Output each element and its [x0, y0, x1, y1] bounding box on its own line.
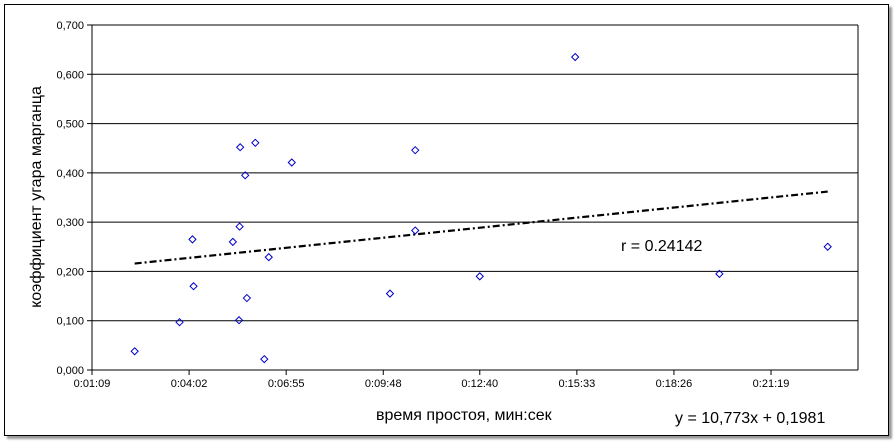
x-tick-label: 0:09:48 — [365, 378, 402, 390]
correlation-label: r = 0.24142 — [621, 238, 703, 255]
data-point — [235, 143, 245, 152]
trendline — [134, 190, 828, 265]
regression-equation: y = 10,773x + 0,1981 — [675, 410, 826, 427]
data-point — [189, 282, 198, 291]
chart-frame: 0,000 0,100 0,200 0,300 0,400 0,500 0,600 0,700… — [4, 4, 889, 436]
data-point — [411, 145, 420, 155]
y-tick-label: 0,700 — [56, 20, 84, 32]
x-tick-label: 0:21:19 — [753, 378, 790, 390]
x-tick-label: 0:12:40 — [461, 378, 498, 390]
trendline-path — [134, 190, 828, 265]
y-axis-label: коэффициент угара марганца — [28, 86, 45, 308]
x-tick-label: 0:06:55 — [268, 378, 305, 390]
data-point — [234, 316, 244, 325]
data-point — [130, 347, 139, 356]
data-point — [175, 317, 184, 327]
y-tick-label: 0,200 — [56, 266, 84, 278]
data-point — [240, 171, 250, 180]
y-tick-label: 0,600 — [56, 69, 84, 81]
x-axis-label: время простоя, мин:сек — [376, 407, 552, 424]
data-point — [228, 237, 238, 247]
y-tick-label: 0,100 — [56, 316, 84, 328]
data-point — [411, 226, 420, 235]
data-point — [823, 242, 832, 251]
y-tick-label: 0,500 — [56, 119, 84, 131]
gridlines — [87, 24, 858, 375]
data-point — [251, 138, 260, 147]
data-point — [260, 354, 269, 364]
data-point — [242, 293, 252, 303]
data-point — [235, 222, 244, 231]
data-point — [287, 158, 296, 167]
x-tick-label: 0:04:02 — [171, 378, 208, 390]
y-tick-label: 0,400 — [56, 168, 84, 180]
data-points — [130, 52, 832, 364]
x-tick-label: 0:15:33 — [559, 378, 596, 390]
data-point — [385, 289, 395, 298]
y-tick-label: 0,000 — [56, 365, 84, 377]
data-point — [475, 272, 484, 281]
y-tick-labels: 0,000 0,100 0,200 0,300 0,400 0,500 0,600 0,700 — [56, 20, 84, 377]
scatter-chart: 0,000 0,100 0,200 0,300 0,400 0,500 0,600 0,700… — [56, 20, 859, 390]
axes — [91, 25, 859, 371]
data-point — [264, 252, 273, 262]
x-tick-labels: 0:01:09 0:04:02 0:06:55 0:09:48 0:12:40 0:15:… — [74, 378, 790, 390]
data-point — [715, 269, 724, 279]
x-tick-label: 0:01:09 — [74, 378, 111, 390]
x-tick-label: 0:18:26 — [656, 378, 693, 390]
y-tick-label: 0,300 — [56, 217, 84, 229]
data-point — [188, 235, 197, 244]
data-point — [570, 52, 580, 62]
